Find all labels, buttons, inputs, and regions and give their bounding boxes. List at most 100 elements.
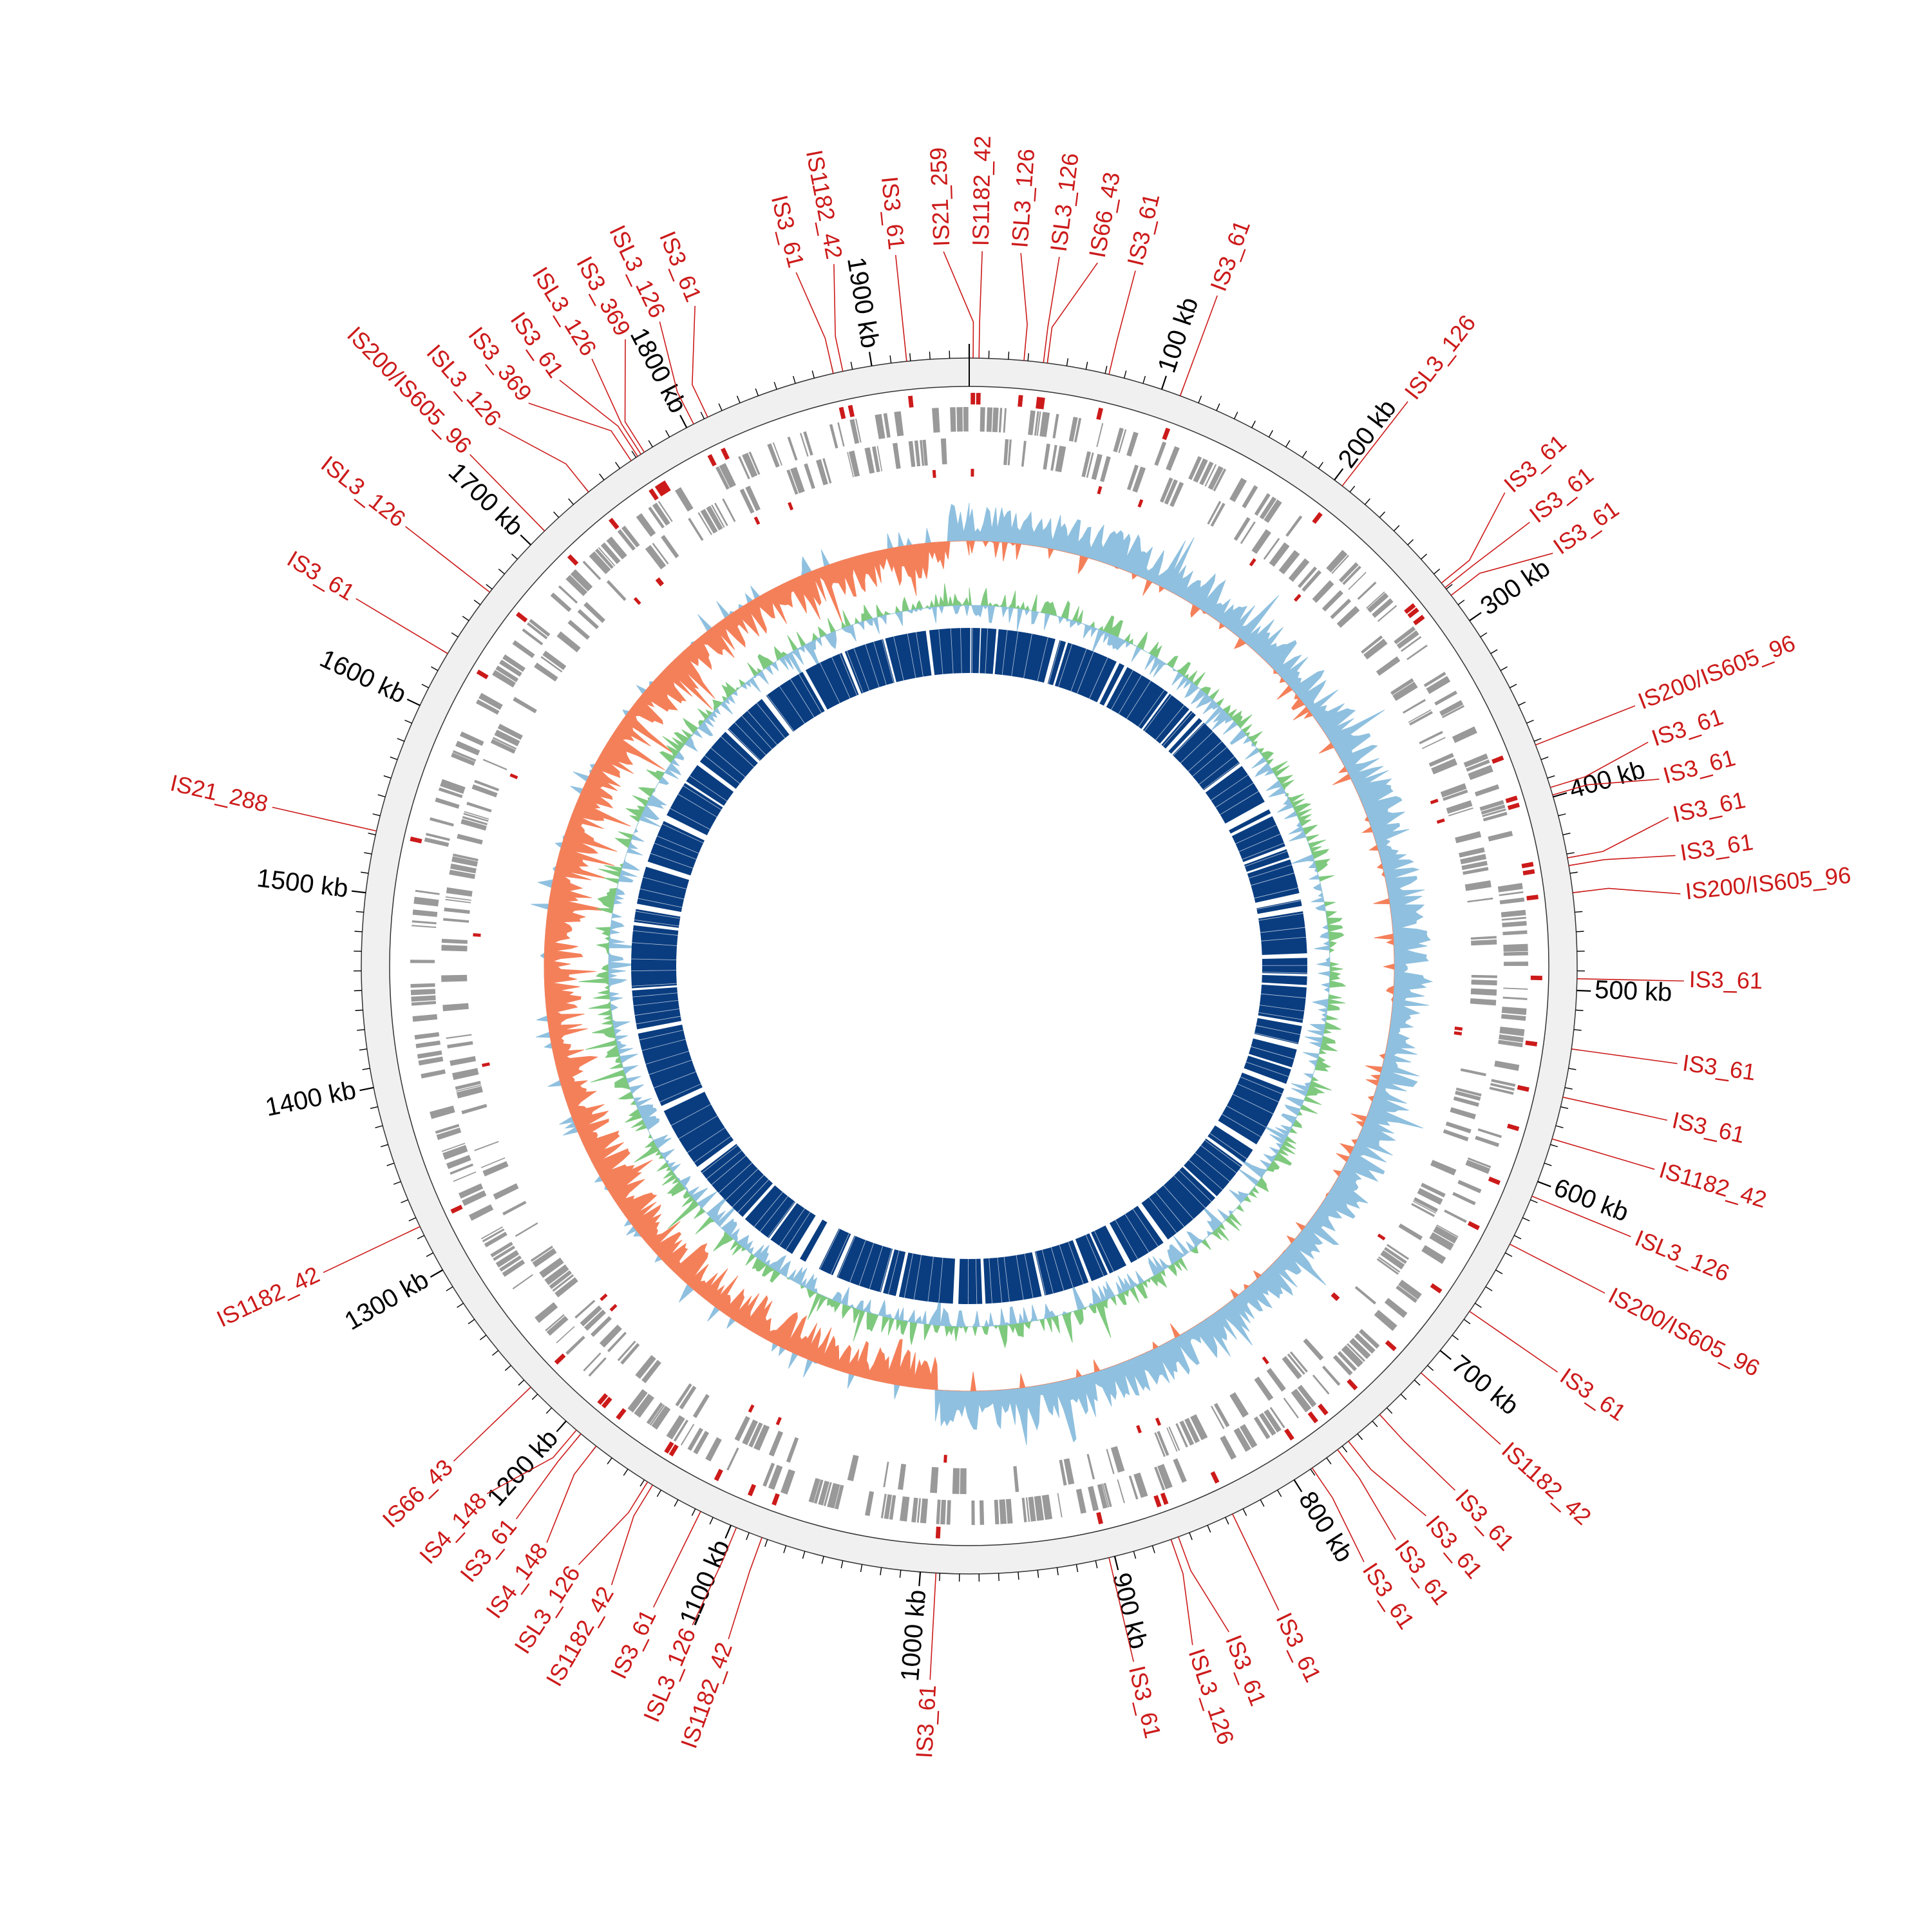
is-element-mark-inner: [971, 469, 974, 477]
minor-tick: [709, 1517, 714, 1525]
gene-block: [1102, 1483, 1110, 1508]
gene-block: [1063, 1458, 1075, 1485]
minor-tick: [553, 511, 560, 518]
similarity-hairline: [1023, 634, 1032, 678]
gene-block: [714, 502, 728, 526]
gene-block: [1471, 980, 1497, 986]
minor-tick: [909, 353, 911, 361]
gene-block: [529, 618, 551, 637]
minor-tick: [656, 1490, 662, 1497]
major-tick: [868, 352, 873, 366]
gene-block: [651, 1405, 671, 1430]
minor-tick: [372, 813, 381, 817]
gene-block: [607, 1331, 627, 1352]
minor-tick: [1576, 931, 1584, 933]
gene-block: [1361, 635, 1383, 654]
gene-block: [1220, 1435, 1237, 1460]
minor-tick: [736, 395, 741, 403]
similarity-block: [634, 909, 681, 928]
gene-block: [1075, 1488, 1086, 1514]
gene-block: [1406, 645, 1428, 660]
similarity-block: [844, 639, 895, 694]
similarity-hairline: [1085, 1235, 1104, 1276]
minor-tick: [1379, 511, 1385, 518]
similarity-hairline: [954, 1258, 958, 1304]
minor-tick: [404, 719, 412, 724]
gene-block: [1059, 1459, 1067, 1486]
gene-block: [994, 1499, 999, 1525]
minor-tick: [860, 1564, 863, 1573]
is-leader-line: [578, 1481, 649, 1566]
gene-block: [552, 1274, 574, 1292]
minor-tick: [1522, 1217, 1530, 1222]
gene-block: [1213, 468, 1227, 491]
minor-tick: [1285, 440, 1291, 448]
scale-label: 1400 kb: [263, 1075, 358, 1122]
gene-block: [1332, 1354, 1353, 1376]
gene-block: [1367, 592, 1389, 613]
gene-block: [1402, 699, 1426, 714]
gene-block: [894, 411, 904, 437]
gene-block: [440, 779, 466, 794]
gene-block: [550, 592, 572, 612]
minor-tick: [1242, 1508, 1247, 1516]
gene-block: [1188, 456, 1202, 480]
is-element-label: IS3_61: [1670, 1106, 1747, 1148]
gene-block: [742, 453, 758, 478]
gene-block: [1461, 860, 1488, 870]
minor-tick: [718, 403, 723, 411]
gene-block: [1431, 758, 1458, 775]
gene-block: [847, 1454, 859, 1481]
gene-block: [1396, 1285, 1418, 1303]
major-tick: [1537, 1180, 1551, 1188]
similarity-block: [1218, 1072, 1285, 1145]
similarity-hairline: [819, 1229, 840, 1270]
similarity-hairline: [810, 1224, 832, 1265]
gene-block: [441, 938, 468, 944]
gene-block: [930, 1466, 939, 1493]
gene-block: [804, 463, 815, 489]
minor-tick: [1225, 1517, 1229, 1525]
gene-block: [1494, 1060, 1520, 1071]
gene-block: [1392, 681, 1418, 701]
gene-block: [940, 1499, 947, 1525]
is-element-label: IS3_61: [876, 175, 911, 251]
gene-block: [1285, 515, 1303, 537]
similarity-hairline: [1188, 741, 1222, 772]
gene-block: [940, 438, 947, 465]
gene-block: [700, 509, 718, 534]
gene-block: [762, 1463, 775, 1487]
is-element-label: IS200/IS605_96: [1604, 1282, 1764, 1382]
gene-block: [1043, 443, 1050, 470]
gene-block: [410, 983, 435, 988]
gene-block: [986, 407, 993, 432]
gene-block: [1460, 1068, 1486, 1077]
similarity-hairline: [706, 1150, 742, 1180]
is-element-mark-inner: [1262, 1356, 1269, 1365]
gene-block: [526, 622, 548, 639]
similarity-block: [663, 1092, 734, 1167]
gene-block: [1208, 466, 1224, 490]
is-element-mark: [1347, 1379, 1358, 1390]
gene-block: [482, 1160, 509, 1177]
gene-block: [1154, 1466, 1166, 1491]
gene-block: [1499, 897, 1525, 905]
similarity-hairline: [791, 1215, 817, 1255]
gene-block: [946, 1500, 951, 1525]
minor-tick: [1452, 1334, 1459, 1341]
gene-block: [546, 1316, 569, 1336]
similarity-hairline: [1260, 927, 1305, 933]
similarity-hairline: [1254, 1032, 1299, 1044]
gene-block: [617, 1340, 636, 1361]
similarity-block: [770, 1203, 816, 1255]
is-element-mark-inner: [1331, 1293, 1339, 1302]
gene-block: [1312, 580, 1334, 603]
minor-tick: [1421, 553, 1427, 560]
minor-tick: [1066, 358, 1069, 366]
similarity-hairline: [1001, 630, 1008, 675]
gene-block: [418, 1056, 444, 1066]
similarity-hairline: [657, 835, 699, 854]
minor-tick: [375, 1125, 383, 1128]
is-leader-line: [1531, 1195, 1631, 1237]
similarity-block: [980, 628, 997, 674]
